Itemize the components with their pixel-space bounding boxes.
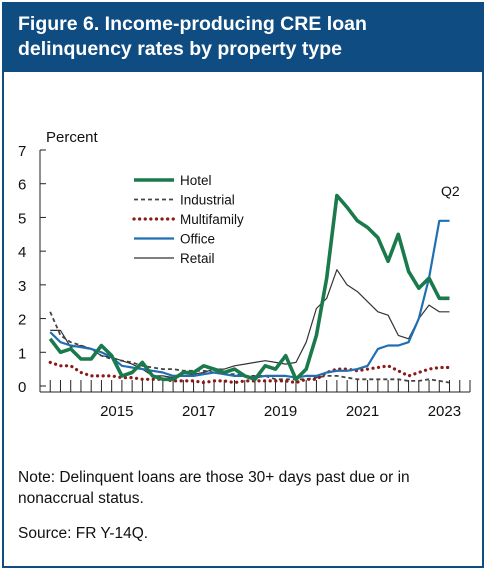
legend-label-hotel: Hotel [180,173,212,188]
y-tick-label: 3 [18,278,26,295]
x-tick-label: 2021 [346,403,379,420]
series-line-retail [50,269,450,379]
figure-title: Figure 6. Income-producing CRE loan deli… [18,13,367,60]
y-tick-label: 7 [18,143,26,160]
delinquency-line-chart: 0 1 2 3 4 5 6 7 Percent 2015 2017 2019 2021 2023 Hotel… [18,129,471,420]
y-tick-label: 4 [18,244,26,261]
y-tick-label: 0 [18,379,26,396]
y-tick-label: 5 [18,210,26,227]
x-tick-label: 2015 [100,403,133,420]
y-tick-label: 1 [18,345,26,362]
y-tick-label: 6 [18,177,26,194]
figure-source: Source: FR Y-14Q. [18,525,149,542]
legend-label-multifamily: Multifamily [180,212,244,227]
series-line-multifamily [48,360,452,385]
legend-label-retail: Retail [180,251,215,266]
figure-frame: Figure 6. Income-producing CRE loan deli… [2,2,484,568]
series-line-hotel [48,193,450,382]
y-tick-label: 2 [18,312,26,329]
series-line-industrial [49,311,450,384]
x-tick-label: 2017 [182,403,215,420]
figure-header: Figure 6. Income-producing CRE loan deli… [4,4,482,72]
annotation-q2: Q2 [441,183,460,199]
legend-label-industrial: Industrial [180,193,235,208]
figure-note: Note: Delinquent loans are those 30+ day… [18,469,410,507]
x-tick-label: 2019 [264,403,297,420]
y-axis-title: Percent [46,129,99,146]
legend-label-office: Office [180,232,215,247]
x-tick-label: 2023 [428,403,461,420]
